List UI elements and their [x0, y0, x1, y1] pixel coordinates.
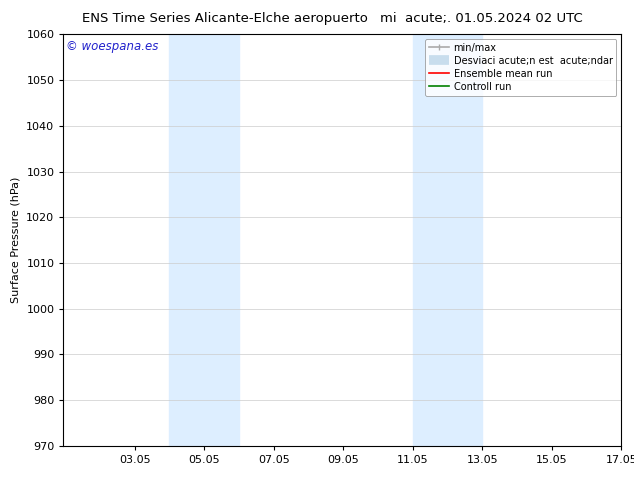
Bar — [413, 34, 482, 446]
Legend: min/max, Desviaci acute;n est  acute;ndar, Ensemble mean run, Controll run: min/max, Desviaci acute;n est acute;ndar… — [425, 39, 616, 96]
Bar — [169, 34, 239, 446]
Text: ENS Time Series Alicante-Elche aeropuerto: ENS Time Series Alicante-Elche aeropuert… — [82, 12, 368, 25]
Text: © woespana.es: © woespana.es — [66, 41, 158, 53]
Y-axis label: Surface Pressure (hPa): Surface Pressure (hPa) — [11, 177, 21, 303]
Text: mi  acute;. 01.05.2024 02 UTC: mi acute;. 01.05.2024 02 UTC — [380, 12, 583, 25]
